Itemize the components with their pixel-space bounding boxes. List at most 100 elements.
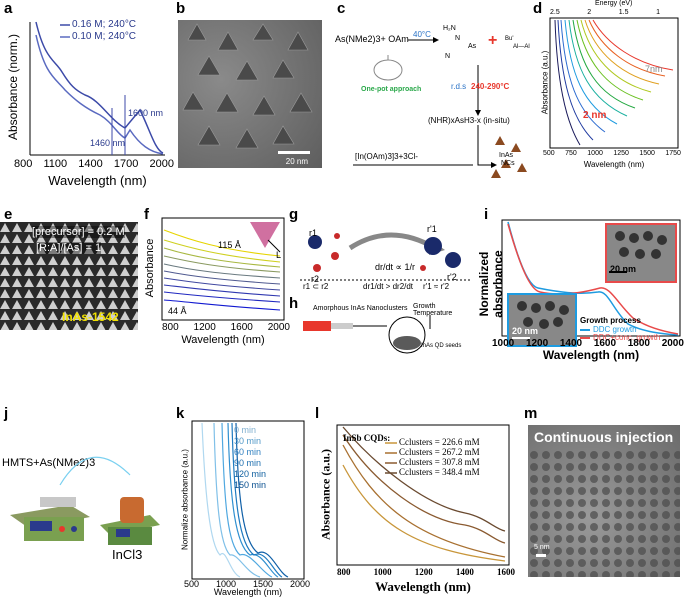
y-axis-label-l: Absorbance (a.u.) [318, 449, 333, 541]
panel-label: h [289, 295, 299, 312]
scale-label: 20 nm [285, 157, 308, 166]
legend-l: Cclusters = 226.6 mM Cclusters = 267.2 m… [399, 437, 480, 477]
eq2: dr1/dt > dr2/dt [363, 282, 414, 291]
panel-label: l [315, 405, 320, 422]
svg-text:H₂N: H₂N [443, 25, 456, 32]
panel-g: g r1 r2 r'1 r'2 dr/dt ∝ 1/r r1 ⊂ r2 dr1/… [289, 200, 475, 291]
legend-a-1: 0.16 M; 240°C [72, 19, 137, 30]
x-ticks-a: 800 1100 1400 1700 2000 [14, 158, 174, 170]
series-a-1 [35, 21, 164, 154]
rds-c: r.d.s [451, 82, 467, 91]
annot-a-1: 1600 nm [128, 108, 164, 118]
tem-image-b: 20 nm [178, 20, 322, 168]
x-axis-label-l: Wavelength (nm) [375, 579, 471, 594]
x-ticks-d: 500 750 1000 1250 1500 1750 [543, 150, 681, 157]
onepot-c: One-pot approach [361, 86, 422, 93]
r2-label: r2 [311, 274, 320, 284]
panel-k: k 0 min 30 min 60 min 90 min 120 min 150… [170, 405, 310, 597]
x-ticks-l: 800 1000 1200 1400 1600 [337, 567, 515, 577]
legend-i-1: DDC growth [593, 325, 637, 334]
panel-c: c As(NMe2)3+ OAm 40°C H₂N N As N + Bu' Al—Al… [333, 0, 533, 200]
svg-text:+: + [488, 32, 497, 49]
r1-label: r1 [309, 228, 318, 238]
svg-text:N: N [455, 35, 460, 42]
scale-bar [278, 151, 310, 154]
r2p-label: r'2 [447, 272, 457, 282]
annot-f-side: L [276, 250, 282, 260]
salt-j: InCl3 [112, 547, 143, 562]
panel-label: c [337, 0, 346, 17]
temp2-c: 240-290°C [471, 82, 510, 91]
panel-label: j [4, 405, 9, 422]
x-axis-label-d: Wavelength (nm) [583, 160, 645, 169]
annot-f-top: 115 Å [218, 240, 241, 250]
y-axis-label-f: Absorbance [144, 238, 156, 298]
panel-label: i [484, 206, 489, 223]
intermediate-c: (NHR)xAsH3-x (in-situ) [428, 116, 510, 125]
series-i-red [507, 223, 679, 335]
condition: r1 ⊂ r2 [303, 282, 329, 291]
chart-l [336, 424, 510, 566]
panel-label: b [176, 0, 186, 17]
chart-k [191, 420, 305, 580]
tem-image-m: Continuous injection 5 nm [528, 425, 680, 577]
indium-c: [In(OAm)3]3+3Cl- [355, 152, 418, 161]
seeds-label: InAs QD seeds [421, 343, 462, 349]
result: r'1 ≈ r'2 [423, 282, 450, 291]
legend-k: 0 min 30 min 60 min 90 min 120 min 150 m… [234, 425, 267, 490]
x-ticks-i: 1000 1200 1400 1600 1800 2000 [492, 338, 684, 349]
annot-d-big: 7nm [645, 64, 663, 74]
panel-d: d Energy (eV) 2.5 2 1.5 1 7nm 2 nm Absorban… [533, 0, 685, 200]
panel-h: h Amorphous InAs Nanoclusters Growth Tem… [289, 295, 475, 355]
panel-i: i 20 nm 20 nm Growth process DDC growth … [477, 200, 685, 362]
triangle-lattice [0, 222, 138, 330]
scale-label-2: 20 nm [512, 326, 539, 336]
annot-d-small: 2 nm [583, 110, 607, 121]
growth-temp-label: Growth Temperature [413, 303, 453, 317]
svg-text:N: N [445, 53, 450, 60]
series-a-2 [35, 34, 164, 155]
panel-label: f [144, 206, 149, 223]
annot-f-bottom: 44 Å [168, 306, 187, 316]
panel-l: l InSb CQDs: Cclusters = 226.6 mM Cclust… [315, 405, 515, 595]
y-axis-label-d: Absorbance (a.u.) [540, 50, 550, 115]
panel-m: m Continuous injection 5 nm [520, 405, 685, 595]
panel-label: k [176, 405, 185, 422]
scheme-c: H₂N N As N + Bu'Al—Al [353, 25, 530, 178]
legend-title-i: Growth process [580, 316, 641, 325]
panel-a: a 0.16 M; 240°C 0.10 M; 240°C 1600 nm 14… [0, 0, 174, 200]
reagent-c: As(NMe2)3+ OAm [335, 34, 409, 44]
svg-text:Bu': Bu' [505, 36, 513, 42]
x-axis-label-i: Wavelength (nm) [542, 348, 640, 362]
scale-label: 5 nm [534, 544, 550, 551]
amorphous-label: Amorphous InAs Nanoclusters [313, 305, 408, 312]
top-ticks-d: 2.5 2 1.5 1 [550, 9, 660, 16]
svg-text:As: As [468, 43, 477, 50]
panel-label: g [289, 206, 299, 223]
x-axis-label-f: Wavelength (nm) [181, 334, 265, 346]
product2-c: NCs [501, 160, 515, 167]
panel-label: a [4, 0, 13, 17]
product1-c: InAs [499, 152, 514, 159]
panel-label: d [533, 0, 543, 17]
panel-b: b 20 nm [172, 0, 332, 200]
annot-a-2: 1460 nm [90, 138, 126, 148]
x-axis-label-a: Wavelength (nm) [48, 173, 147, 188]
precursor-e: [precursor] = 0.2 M [32, 226, 125, 238]
chart-a [29, 21, 165, 156]
r1p-label: r'1 [427, 224, 437, 234]
panel-label: m [524, 405, 538, 422]
scheme-h [303, 315, 431, 354]
dot-pattern [528, 447, 680, 577]
y-axis-label-a: Absorbance (norm.) [6, 33, 20, 141]
scale-bar [536, 554, 546, 557]
chart-f [161, 217, 285, 321]
setup-j [10, 456, 160, 545]
chart-d [549, 17, 679, 149]
ratio-e: [R:A]/[As] = 1 [36, 242, 102, 254]
title-m: Continuous injection [534, 429, 674, 445]
x-ticks-f: 800 1200 1600 2000 [162, 322, 290, 333]
legend-a-2: 0.10 M; 240°C [72, 31, 137, 42]
reagent-j: HMTS+As(NMe2)3 [2, 457, 96, 469]
svg-text:Al—Al: Al—Al [513, 44, 530, 50]
